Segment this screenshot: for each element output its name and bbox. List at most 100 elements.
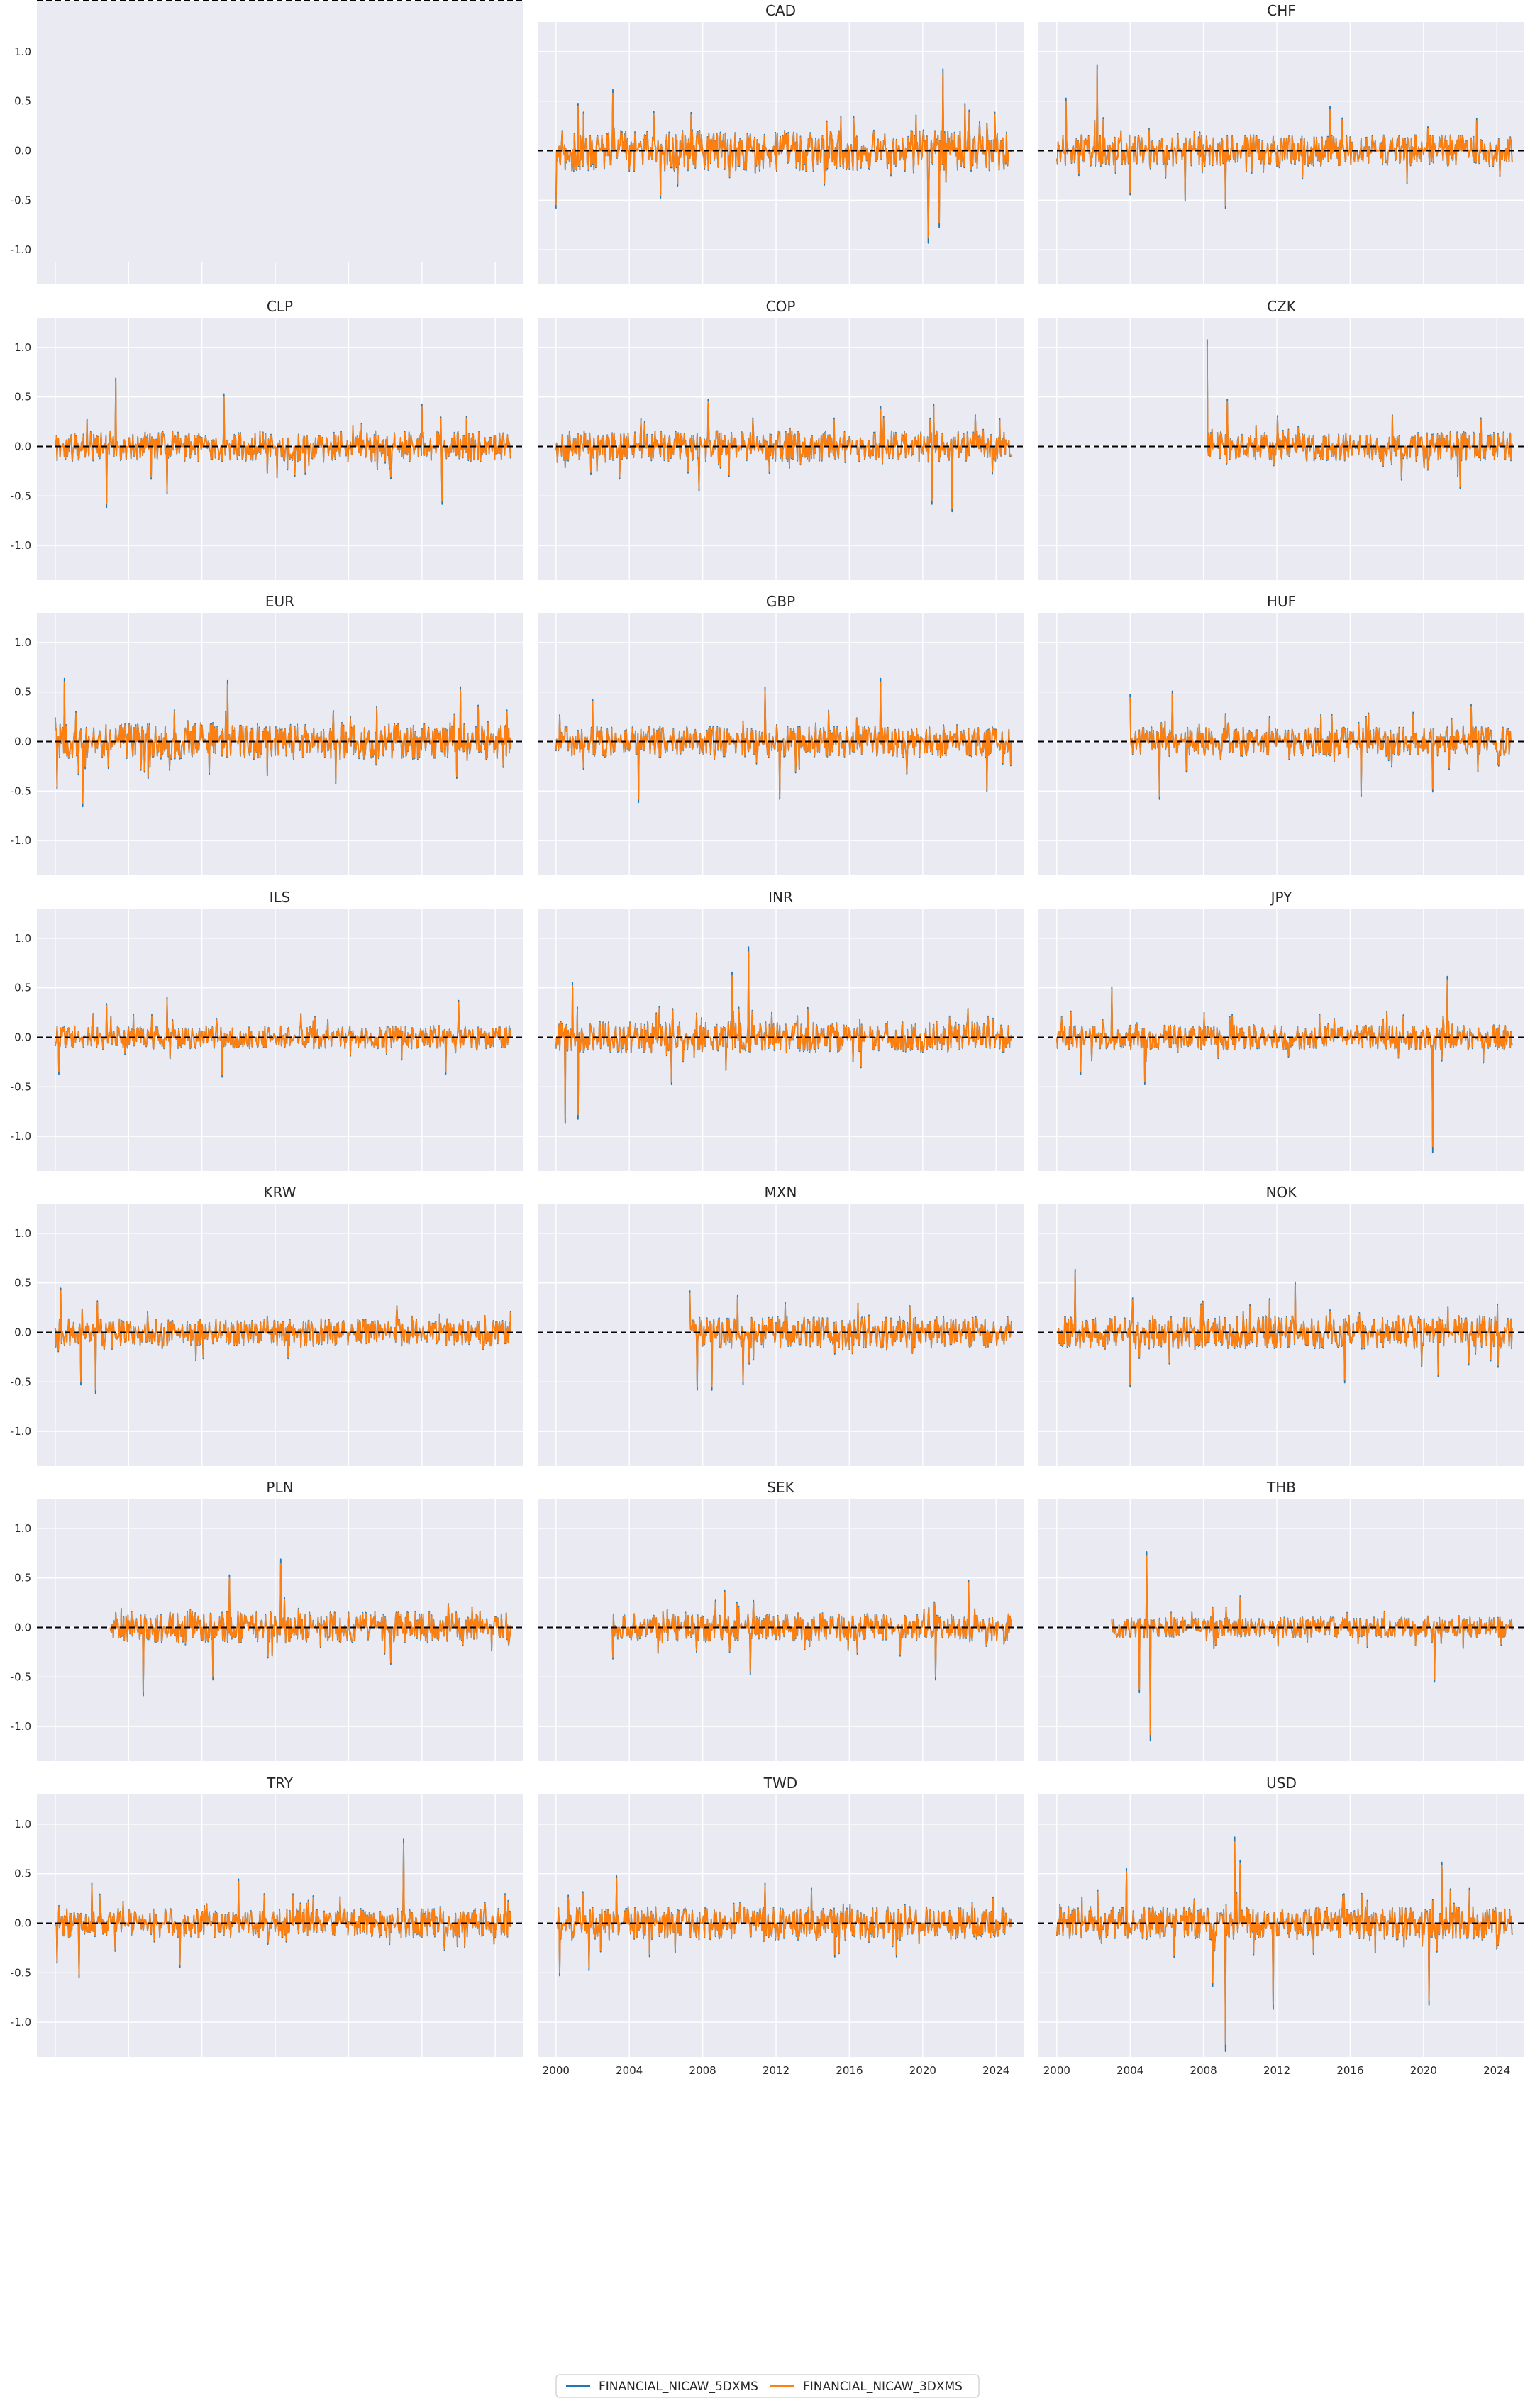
panel-huf: HUF [1038, 593, 1524, 875]
series-line-3dxms [54, 999, 511, 1076]
y-tick-label: 0.5 [14, 686, 31, 699]
panel-mxn: MXN [538, 1184, 1024, 1466]
panel-usd: USD 2000 2004 2008 2012 2016 2020 2024 [1038, 1775, 1524, 2077]
x-tick-label: 2024 [1483, 2064, 1510, 2077]
plot-area [1038, 1499, 1524, 1761]
panel-title: MXN [765, 1184, 797, 1201]
panel-title: GBP [766, 593, 795, 610]
x-tick-label: 2024 [982, 2064, 1009, 2077]
panel-title: EUR [265, 593, 294, 610]
panel-title: THB [1266, 1479, 1296, 1496]
panel-ils: ILS 1.0 0.5 0.0 -0.5 -1.0 [11, 889, 523, 1171]
series-line-3dxms [54, 1843, 511, 1975]
panel-gbp: GBP [538, 593, 1024, 875]
panel-title: CAD [765, 2, 796, 19]
panel-try: TRY 1.0 0.5 0.0 -0.5 -1.0 [11, 1775, 523, 2057]
x-tick-label: 2008 [1190, 2064, 1217, 2077]
y-tick-label: 0.0 [14, 1326, 31, 1339]
panel-sek: SEK [538, 1479, 1024, 1761]
series-line-3dxms [1055, 979, 1513, 1147]
x-tick-label: 2008 [689, 2064, 716, 2077]
y-tick-label: 0.0 [14, 1031, 31, 1044]
y-tick-label: 1.0 [14, 1818, 31, 1831]
panel-nok: NOK [1038, 1184, 1524, 1466]
y-tick-label: -0.5 [11, 1375, 31, 1388]
y-tick-label: 0.0 [14, 1621, 31, 1634]
y-tick-label: 0.5 [14, 0, 31, 3]
y-tick-label: -1.0 [11, 1130, 31, 1143]
plot-area [37, 613, 523, 875]
panel-pln: PLN 1.0 0.5 0.0 -0.5 -1.0 [11, 1479, 523, 1761]
y-tick-label: 1.0 [14, 932, 31, 945]
y-tick-label: -1.0 [11, 539, 31, 552]
x-tick-label: 2012 [1263, 2064, 1290, 2077]
y-tick-label: 0.0 [14, 440, 31, 453]
panel-title: ILS [270, 889, 291, 906]
panel-cad: CAD [538, 2, 1024, 284]
panel-clp: CLP 1.0 0.5 0.0 -0.5 -1.0 [11, 298, 523, 580]
y-tick-label: 0.0 [14, 145, 31, 157]
series-line-3dxms [555, 951, 1012, 1119]
panel-title: HUF [1267, 593, 1296, 610]
y-tick-label: -1.0 [11, 0, 31, 3]
x-tick-label: 2020 [409, 0, 436, 3]
panel-title: NOK [1266, 1184, 1298, 1201]
y-tick-label: 1.0 [14, 341, 31, 354]
y-tick-label: -0.5 [11, 1670, 31, 1683]
y-tick-label: -0.5 [11, 489, 31, 502]
panel-title: CHF [1267, 2, 1296, 19]
panel-title: USD [1266, 1775, 1297, 1792]
panel-title: INR [768, 889, 793, 906]
panel-inr: INR [538, 889, 1024, 1171]
y-tick-label: 0.5 [14, 982, 31, 994]
panel-twd: TWD 2000 2004 2008 2012 2016 2020 2024 [538, 1775, 1024, 2077]
y-tick-label: -0.5 [11, 0, 31, 3]
series-line-3dxms [1111, 1555, 1513, 1736]
panel-cop: COP [538, 298, 1024, 580]
series-line-3dxms [689, 1292, 1012, 1388]
series-line-3dxms [1055, 1841, 1513, 2045]
series-line-3dxms [54, 681, 511, 804]
y-tick-label: -1.0 [11, 2016, 31, 2029]
legend-label: FINANCIAL_NICAW_3DXMS [803, 2380, 963, 2394]
y-tick-label: 0.0 [14, 736, 31, 748]
y-tick-label: 0.5 [14, 391, 31, 404]
plot-area [37, 0, 523, 262]
y-tick-label: 0.5 [14, 1277, 31, 1289]
legend-label: FINANCIAL_NICAW_5DXMS [599, 2380, 758, 2394]
x-tick-label: 2004 [1116, 2064, 1143, 2077]
y-tick-label: 0.0 [14, 1917, 31, 1930]
panel-thb: THB [1038, 1479, 1524, 1761]
x-tick-label: 2016 [335, 0, 362, 3]
y-tick-label: 0.5 [14, 1572, 31, 1585]
x-tick-label: 2016 [1336, 2064, 1363, 2077]
y-tick-label: -1.0 [11, 1720, 31, 1733]
y-tick-label: -1.0 [11, 243, 31, 256]
panel-jpy: JPY [1038, 889, 1524, 1171]
plot-area [1038, 1794, 1524, 2057]
x-tick-label: 2012 [262, 0, 289, 3]
series-line-3dxms [555, 401, 1012, 509]
panel-title: ZAR [265, 0, 294, 4]
series-line-3dxms [1206, 345, 1513, 487]
series-line-3dxms [611, 1582, 1012, 1678]
x-tick-label: 2000 [42, 0, 69, 3]
series-line-3dxms [555, 1877, 1012, 1974]
y-tick-label: 1.0 [14, 0, 31, 3]
x-tick-label: 2008 [189, 0, 216, 3]
x-tick-label: 2004 [115, 0, 142, 3]
panel-title: TRY [266, 1775, 294, 1792]
y-tick-label: -1.0 [11, 834, 31, 847]
y-tick-label: -0.5 [11, 1966, 31, 1979]
panel-chf: CHF [1038, 2, 1524, 284]
x-tick-label: 2012 [763, 2064, 789, 2077]
x-tick-label: 2004 [616, 2064, 643, 2077]
y-tick-label: 0.0 [14, 0, 31, 3]
y-tick-label: 1.0 [14, 636, 31, 649]
y-tick-label: -0.5 [11, 194, 31, 206]
series-line-3dxms [1129, 693, 1512, 797]
panel-krw: KRW 1.0 0.5 0.0 -0.5 -1.0 [11, 1184, 523, 1466]
panel-title: SEK [767, 1479, 794, 1496]
y-tick-label: 1.0 [14, 1227, 31, 1240]
